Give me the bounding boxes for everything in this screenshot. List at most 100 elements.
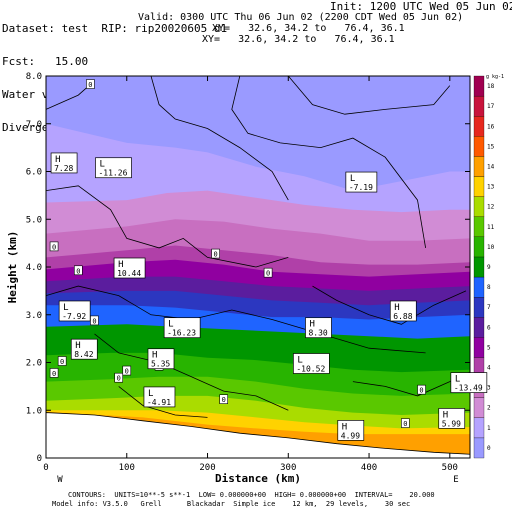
zero-label-box	[49, 241, 59, 252]
colorbar-label: 1	[487, 425, 491, 432]
extremum-box	[305, 317, 332, 339]
extremum-symbol: H	[394, 303, 399, 313]
extremum-symbol: L	[99, 160, 104, 170]
colorbar-cell	[473, 297, 485, 318]
y-tick-label: 4.0	[26, 263, 42, 273]
y-tick-label: 3.0	[26, 311, 42, 321]
colorbar-label: 3	[487, 385, 491, 392]
header-dataset: Dataset: test RIP: rip20020605 d1	[2, 22, 228, 35]
extremum-value: 8.30	[308, 329, 327, 338]
zero-label-box	[219, 394, 228, 405]
colorbar-label: 4	[487, 365, 491, 372]
extremum-symbol: H	[309, 320, 314, 330]
zero-label: 0	[117, 375, 121, 383]
extremum-box	[389, 300, 417, 322]
extremum-symbol: H	[152, 351, 157, 361]
extremum-symbol: H	[342, 422, 347, 432]
zero-label-box	[114, 372, 123, 383]
extremum-symbol: L	[148, 389, 153, 399]
colorbar-label: 11	[487, 224, 495, 231]
extremum-box	[70, 338, 98, 360]
colorbar-cell	[473, 196, 485, 217]
colorbar-label: 7	[487, 304, 491, 311]
zero-label-box	[49, 368, 59, 378]
zero-label-box	[211, 248, 220, 259]
zero-label-box	[57, 356, 67, 366]
y-tick-label: 2.0	[26, 359, 42, 369]
y-tick-label: 8.0	[26, 72, 42, 82]
contour-line	[45, 185, 289, 268]
footer-model-info: Model info: V3.5.0 Grell Blackadar Simpl…	[52, 500, 411, 508]
colorbar-label: 5	[487, 344, 491, 351]
extremum-symbol: H	[443, 410, 448, 420]
header-fcst: Fcst: 15.00	[2, 55, 89, 68]
y-tick-label: 5.0	[26, 215, 42, 225]
extremum-box	[50, 152, 78, 174]
header-right-xy2: XY= 32.6, 34.2 to 76.4, 36.1	[202, 34, 395, 45]
x-tick-label: 100	[119, 463, 135, 473]
y-tick-label: 0	[37, 454, 42, 464]
colorbar-unit: g kg-1	[486, 74, 504, 80]
colorbar-cell	[473, 437, 485, 459]
x-end-label-west: W	[57, 475, 63, 485]
extremum-value: 5.35	[151, 360, 170, 369]
zero-label-box	[74, 265, 83, 276]
colorbar-cell	[473, 236, 485, 258]
extremum-symbol: L	[63, 303, 68, 313]
colorbar-cell	[473, 417, 485, 439]
extremum-box	[95, 157, 132, 179]
extremum-value: 7.28	[54, 164, 73, 173]
colorbar-label: 13	[487, 184, 495, 191]
extremum-box	[147, 348, 175, 370]
contour-line	[45, 285, 426, 354]
extremum-box	[345, 171, 378, 193]
extremum-value: -7.19	[349, 183, 373, 192]
contour-line	[231, 75, 426, 248]
colorbar-cell	[473, 136, 485, 157]
zero-label-box	[401, 418, 410, 428]
extremum-box	[450, 372, 488, 393]
extremum-value: 4.99	[341, 431, 360, 440]
contour-line	[312, 285, 467, 325]
extremum-value: -13.49	[454, 384, 483, 393]
zero-label-box	[86, 79, 95, 89]
extremum-symbol: L	[455, 375, 460, 385]
colorbar-label: 9	[487, 264, 491, 271]
colorbar-label: 6	[487, 324, 491, 331]
zero-label-box	[417, 384, 426, 395]
zero-label-box	[122, 365, 132, 376]
contour-line	[94, 333, 289, 411]
y-tick-label: 6.0	[26, 168, 42, 178]
colorbar-cell	[473, 95, 485, 117]
colorbar-cell	[473, 176, 485, 197]
zero-label: 0	[222, 396, 226, 404]
extremum-value: -16.23	[167, 329, 196, 338]
x-tick-label: 300	[280, 463, 296, 473]
colorbar-label: 14	[487, 163, 495, 170]
colorbar-label: 2	[487, 405, 491, 412]
colorbar-label: 12	[487, 204, 495, 211]
colorbar-cell	[473, 116, 485, 137]
colorbar-label: 18	[487, 83, 495, 90]
extremum-value: 6.88	[393, 312, 412, 321]
zero-label: 0	[76, 267, 80, 275]
x-tick-label: 0	[43, 463, 48, 473]
extremum-symbol: L	[297, 356, 302, 366]
zero-label: 0	[213, 251, 217, 259]
x-tick-label: 500	[442, 463, 458, 473]
extremum-value: 10.44	[117, 269, 141, 278]
extremum-box	[438, 408, 466, 429]
extremum-value: -11.26	[98, 169, 127, 178]
extremum-box	[163, 317, 201, 339]
colorbar-label: 17	[487, 103, 495, 110]
extremum-box	[337, 420, 365, 441]
colorbar-cell	[473, 216, 485, 237]
zero-label: 0	[266, 270, 270, 278]
contour-line	[287, 75, 451, 115]
colorbar-label: 16	[487, 123, 495, 130]
zero-label: 0	[60, 358, 64, 366]
zero-label: 0	[88, 81, 92, 89]
extremum-symbol: H	[75, 341, 80, 351]
colorbar-label: 8	[487, 284, 491, 291]
